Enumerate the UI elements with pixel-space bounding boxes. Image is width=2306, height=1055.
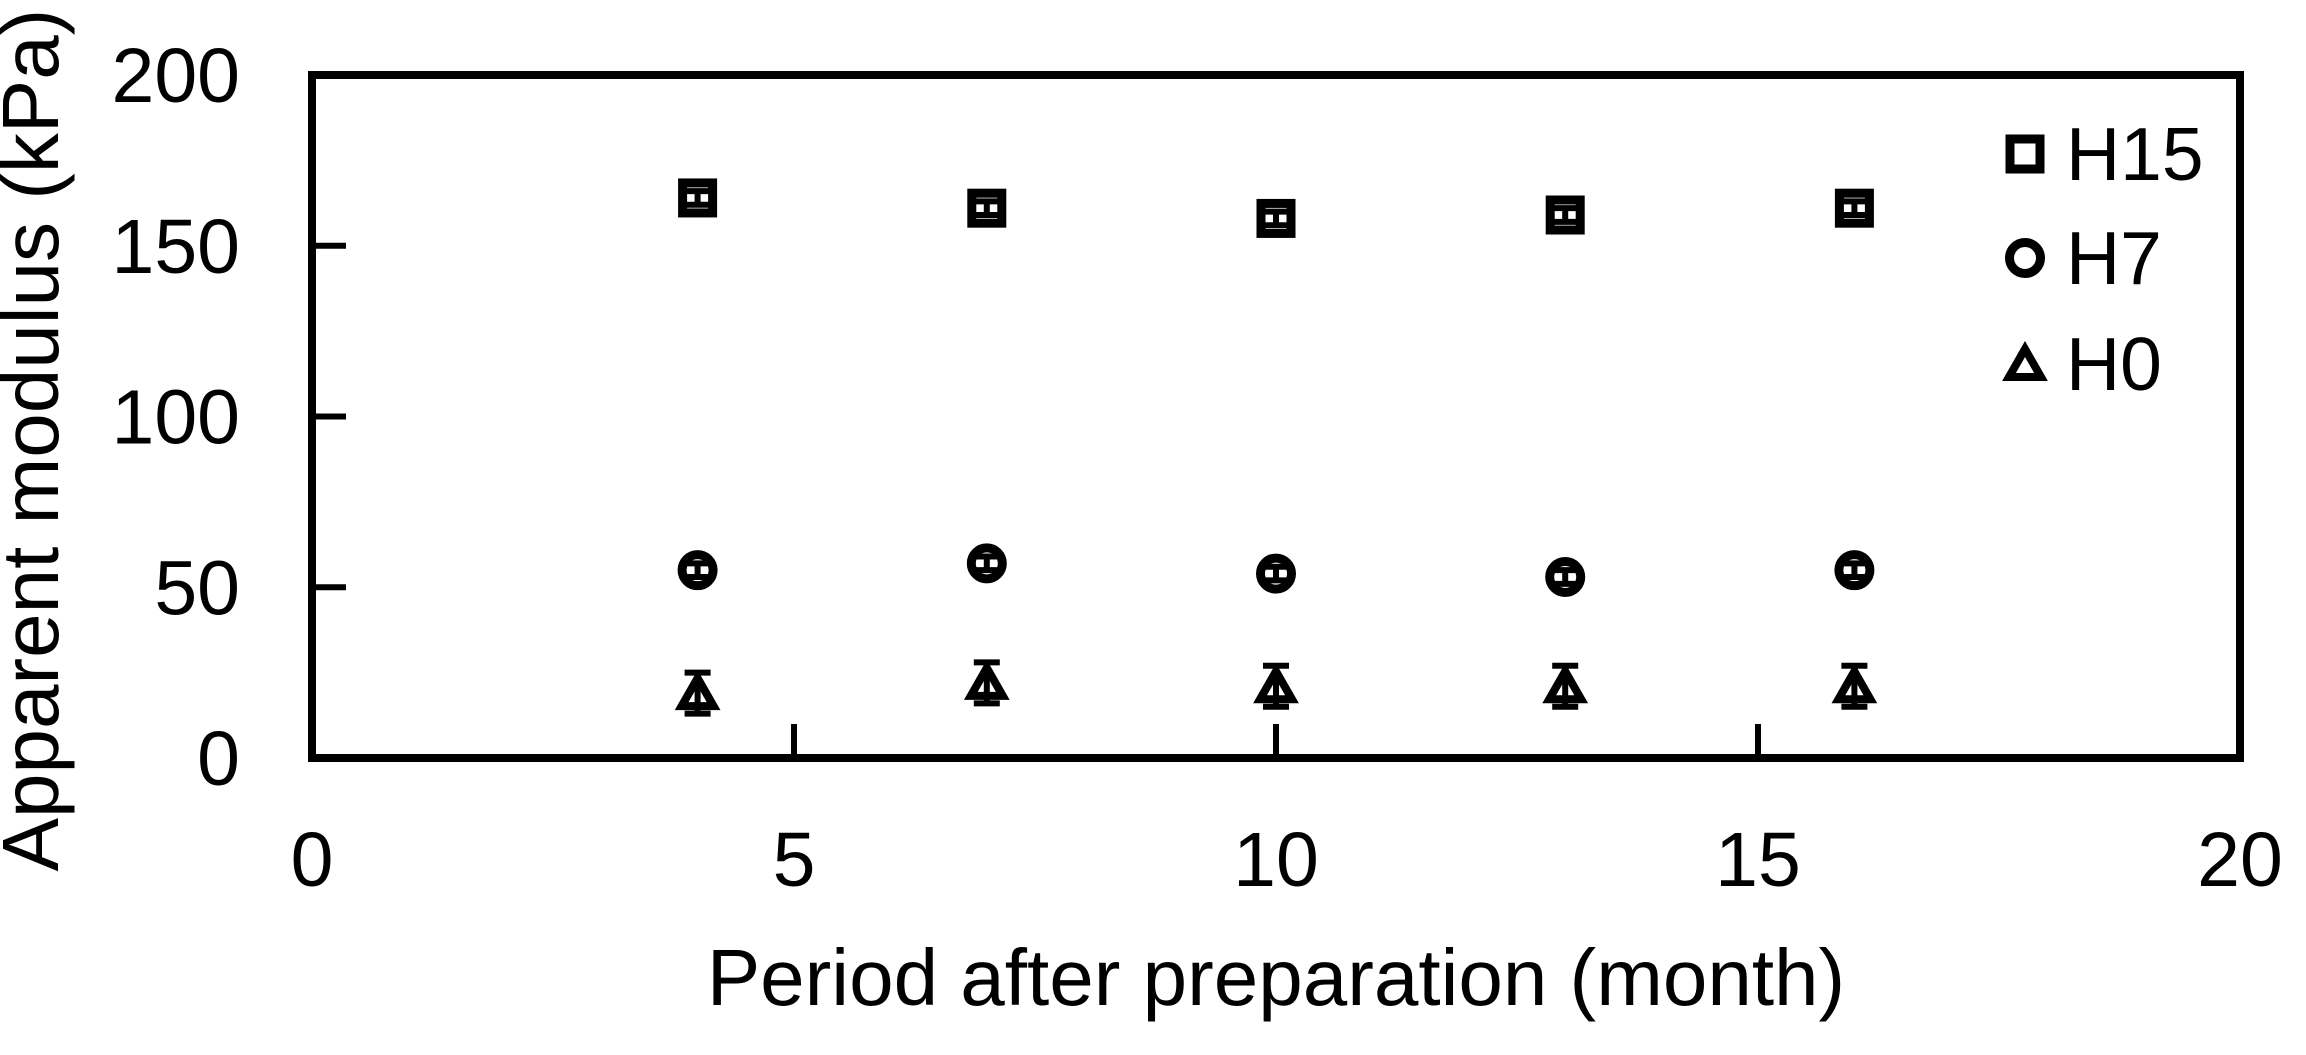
legend-item-H15: H15 xyxy=(2005,112,2204,196)
y-tick-label: 200 xyxy=(112,33,240,119)
H7-point xyxy=(966,543,1007,584)
x-tick-label: 10 xyxy=(1233,817,1319,903)
H15-point xyxy=(1545,195,1585,235)
y-tick-label: 100 xyxy=(112,375,240,461)
H7-point xyxy=(1256,553,1296,594)
y-tick-label: 50 xyxy=(154,545,240,631)
plot-border xyxy=(308,71,2244,762)
y-tick-label: 0 xyxy=(197,716,240,802)
series-H7 xyxy=(677,543,1875,598)
x-tick-label: 0 xyxy=(291,817,334,903)
x-axis-title: Period after preparation (month) xyxy=(707,933,1845,1022)
H0-point xyxy=(1253,663,1299,704)
legend-label: H15 xyxy=(2066,112,2204,196)
H0-point xyxy=(1542,663,1589,704)
y-tick-label: 150 xyxy=(112,204,240,290)
x-tick-label: 15 xyxy=(1715,817,1801,903)
y-axis-title: Apparent modulus (kPa) xyxy=(0,9,75,872)
data-layer xyxy=(674,178,1878,717)
H15-point xyxy=(1256,198,1296,238)
legend-item-H7: H7 xyxy=(2005,216,2162,300)
legend-label: H7 xyxy=(2066,216,2162,300)
legend: H15 H7 H0 xyxy=(2002,112,2204,406)
H0-point xyxy=(963,659,1010,700)
H7-point xyxy=(677,550,718,591)
H0-point xyxy=(1831,663,1878,704)
H7-point xyxy=(1834,550,1875,591)
x-tick-label: 5 xyxy=(773,817,816,903)
series-H15 xyxy=(678,178,1874,238)
H0-point xyxy=(674,670,721,711)
x-tick-label: 20 xyxy=(2197,817,2283,903)
H7-point xyxy=(1545,557,1586,598)
legend-marker-triangle xyxy=(2002,340,2048,381)
H15-point xyxy=(967,188,1007,228)
legend-label: H0 xyxy=(2066,322,2162,406)
H15-point xyxy=(678,178,718,218)
series-H0 xyxy=(674,659,1878,717)
H15-point xyxy=(1834,188,1874,228)
legend-item-H0: H0 xyxy=(2002,322,2162,406)
legend-marker-square xyxy=(2005,134,2045,174)
legend-marker-circle xyxy=(2005,238,2045,278)
